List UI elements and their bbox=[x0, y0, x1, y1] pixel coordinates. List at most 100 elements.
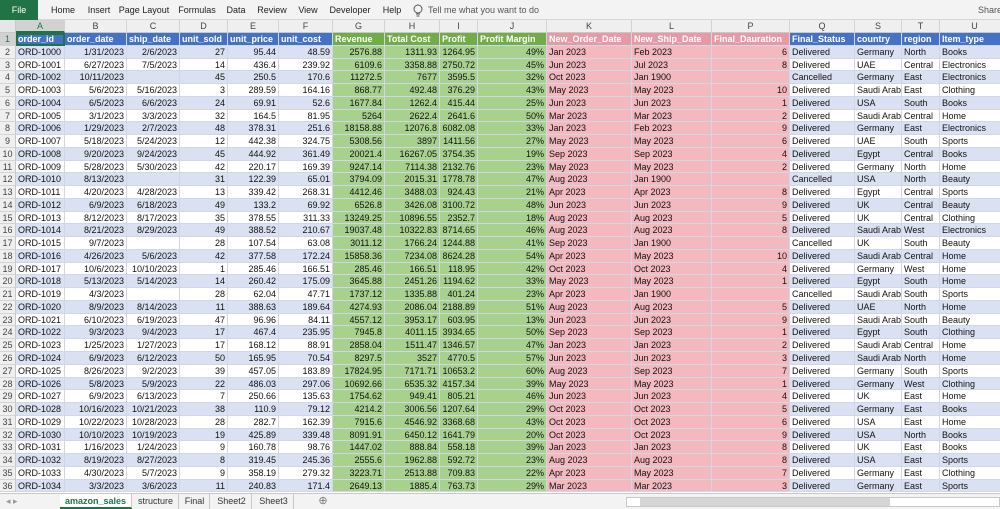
table-cell[interactable]: 10/16/2023 bbox=[65, 403, 127, 416]
table-cell[interactable]: Jan 2023 bbox=[547, 441, 632, 455]
table-cell[interactable]: Delivered bbox=[790, 352, 855, 365]
ribbon-tab[interactable]: File bbox=[11, 5, 27, 15]
table-cell[interactable]: Jan 2023 bbox=[547, 122, 632, 136]
table-cell[interactable]: 81.95 bbox=[279, 109, 333, 123]
table-cell[interactable]: 361.49 bbox=[279, 147, 333, 161]
table-cell[interactable] bbox=[712, 71, 790, 85]
table-cell[interactable]: ORD-1011 bbox=[16, 186, 65, 199]
table-cell[interactable]: 7 bbox=[712, 466, 790, 480]
table-cell[interactable]: 2/7/2023 bbox=[127, 122, 180, 136]
row-number[interactable]: 19 bbox=[0, 262, 16, 276]
table-cell[interactable]: 14 bbox=[180, 58, 228, 72]
table-cell[interactable]: 9 bbox=[180, 466, 228, 480]
table-cell[interactable]: 239.92 bbox=[279, 58, 333, 72]
table-cell[interactable]: USA bbox=[855, 415, 902, 429]
table-cell[interactable]: Saudi Arabia bbox=[855, 249, 902, 263]
table-cell[interactable]: 7915.6 bbox=[333, 415, 385, 429]
row-number[interactable]: 6 bbox=[0, 96, 16, 110]
table-cell[interactable]: Delivered bbox=[790, 364, 855, 378]
table-cell[interactable]: 5308.56 bbox=[333, 135, 385, 148]
table-cell[interactable]: 164.5 bbox=[228, 109, 279, 123]
column-header[interactable]: country bbox=[855, 33, 902, 46]
table-cell[interactable]: 43% bbox=[478, 415, 547, 429]
table-cell[interactable]: 442.38 bbox=[228, 135, 279, 148]
table-cell[interactable]: 6082.08 bbox=[440, 122, 478, 136]
table-cell[interactable]: Beauty bbox=[940, 313, 1000, 327]
column-header[interactable]: Revenue bbox=[333, 33, 385, 46]
table-cell[interactable]: 4/20/2023 bbox=[65, 186, 127, 199]
table-cell[interactable]: Beauty bbox=[940, 173, 1000, 187]
row-number[interactable]: 26 bbox=[0, 352, 16, 365]
table-cell[interactable]: Delivered bbox=[790, 479, 855, 493]
table-cell[interactable]: 401.24 bbox=[440, 288, 478, 301]
table-cell[interactable]: Books bbox=[940, 428, 1000, 442]
table-cell[interactable]: 5 bbox=[712, 403, 790, 416]
ribbon-tab[interactable]: View bbox=[298, 5, 318, 15]
table-cell[interactable]: 592.72 bbox=[440, 454, 478, 467]
table-cell[interactable]: ORD-1012 bbox=[16, 198, 65, 212]
table-cell[interactable]: Delivered bbox=[790, 275, 855, 289]
table-cell[interactable]: 162.39 bbox=[279, 415, 333, 429]
table-cell[interactable]: 5/9/2023 bbox=[127, 377, 180, 391]
table-cell[interactable]: Electronics bbox=[940, 224, 1000, 238]
table-cell[interactable]: 6/27/2023 bbox=[65, 58, 127, 72]
table-cell[interactable]: ORD-1030 bbox=[16, 428, 65, 442]
table-cell[interactable]: 6109.6 bbox=[333, 58, 385, 72]
table-cell[interactable]: 70.54 bbox=[279, 352, 333, 365]
table-cell[interactable]: 2 bbox=[712, 160, 790, 174]
table-cell[interactable]: 10 bbox=[712, 84, 790, 97]
table-cell[interactable]: South bbox=[902, 135, 940, 148]
table-cell[interactable]: 5/6/2023 bbox=[65, 84, 127, 97]
table-cell[interactable]: 6/18/2023 bbox=[127, 198, 180, 212]
table-cell[interactable]: 260.42 bbox=[228, 275, 279, 289]
table-cell[interactable]: 110.9 bbox=[228, 403, 279, 416]
table-cell[interactable]: 8 bbox=[180, 454, 228, 467]
table-cell[interactable]: 3595.5 bbox=[440, 71, 478, 85]
table-cell[interactable]: Saudi Arabia bbox=[855, 288, 902, 301]
table-cell[interactable]: 52.6 bbox=[279, 96, 333, 110]
table-cell[interactable]: ORD-1027 bbox=[16, 390, 65, 404]
table-cell[interactable]: 9 bbox=[712, 198, 790, 212]
table-cell[interactable]: ORD-1005 bbox=[16, 109, 65, 123]
table-cell[interactable]: 5/24/2023 bbox=[127, 135, 180, 148]
table-cell[interactable]: 41% bbox=[478, 237, 547, 250]
table-cell[interactable]: North bbox=[902, 173, 940, 187]
table-cell[interactable]: 79.12 bbox=[279, 403, 333, 416]
table-cell[interactable]: 5 bbox=[712, 300, 790, 314]
table-cell[interactable]: South bbox=[902, 96, 940, 110]
table-cell[interactable]: 3/6/2023 bbox=[127, 479, 180, 493]
table-cell[interactable]: Central bbox=[902, 186, 940, 199]
table-cell[interactable]: Saudi Arabia bbox=[855, 313, 902, 327]
table-cell[interactable]: Sports bbox=[940, 454, 1000, 467]
table-cell[interactable]: 23% bbox=[478, 288, 547, 301]
table-cell[interactable]: Delivered bbox=[790, 147, 855, 161]
table-cell[interactable]: 11272.5 bbox=[333, 71, 385, 85]
table-cell[interactable]: 4274.93 bbox=[333, 300, 385, 314]
table-cell[interactable] bbox=[127, 237, 180, 250]
table-cell[interactable]: 1244.88 bbox=[440, 237, 478, 250]
table-cell[interactable]: West bbox=[902, 262, 940, 276]
table-cell[interactable]: 1346.57 bbox=[440, 339, 478, 352]
table-cell[interactable]: ORD-1031 bbox=[16, 441, 65, 455]
table-cell[interactable]: Aug 2023 bbox=[547, 454, 632, 467]
table-cell[interactable]: Clothing bbox=[940, 326, 1000, 340]
row-number[interactable]: 11 bbox=[0, 160, 16, 174]
table-cell[interactable]: ORD-1029 bbox=[16, 415, 65, 429]
table-cell[interactable]: 3011.12 bbox=[333, 237, 385, 250]
table-cell[interactable]: 5 bbox=[712, 211, 790, 225]
table-cell[interactable]: Home bbox=[940, 109, 1000, 123]
table-cell[interactable]: 5/6/2023 bbox=[127, 249, 180, 263]
table-cell[interactable]: Delivered bbox=[790, 211, 855, 225]
table-cell[interactable]: South bbox=[902, 288, 940, 301]
table-cell[interactable]: Apr 2023 bbox=[547, 249, 632, 263]
table-cell[interactable]: 240.83 bbox=[228, 479, 279, 493]
table-cell[interactable]: 1737.12 bbox=[333, 288, 385, 301]
table-cell[interactable]: 1 bbox=[712, 326, 790, 340]
table-cell[interactable]: 2451.26 bbox=[385, 275, 440, 289]
table-cell[interactable]: ORD-1009 bbox=[16, 160, 65, 174]
row-number[interactable]: 20 bbox=[0, 275, 16, 289]
table-cell[interactable]: Delivered bbox=[790, 84, 855, 97]
table-cell[interactable]: 54% bbox=[478, 249, 547, 263]
table-cell[interactable]: 6 bbox=[712, 135, 790, 148]
table-cell[interactable]: Aug 2023 bbox=[632, 454, 712, 467]
